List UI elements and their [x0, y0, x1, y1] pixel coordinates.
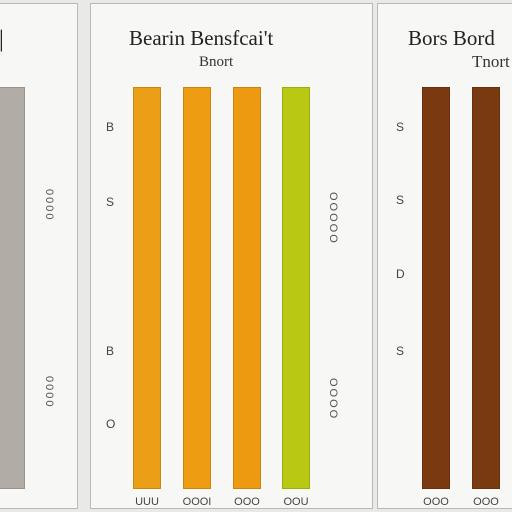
center-cats-label-2: OOO: [234, 496, 260, 508]
right-ticks-tick-3: S: [396, 344, 405, 358]
right-cats-label-1: OOO: [473, 496, 499, 508]
center-chart-title: Bearin Bensfcai't: [129, 26, 274, 50]
right-chart-title: Bors Bord: [408, 26, 495, 50]
center-bars-bar-3: [282, 87, 310, 489]
chart-panel-left: │ 0000 0000: [0, 3, 78, 509]
center-cats-label-1: OOOI: [182, 496, 212, 508]
right-ticks-tick-0: S: [396, 120, 405, 134]
right-ticks-tick-2: D: [396, 267, 405, 281]
center-side-label-lower: OOOO: [327, 378, 339, 421]
left-side-label-lower: 0000: [43, 376, 55, 409]
center-cats-label-0: UUU: [135, 496, 159, 508]
center-ticks-tick-3: O: [106, 417, 116, 431]
left-bars-bar-0: [0, 87, 25, 489]
center-ticks-tick-1: S: [106, 195, 115, 209]
center-bars-bar-2: [233, 87, 261, 489]
left-title-fragment: │: [0, 30, 8, 50]
center-ticks-tick-2: B: [106, 344, 115, 358]
center-ticks-tick-0: B: [106, 120, 115, 134]
right-bars-bar-0: [422, 87, 450, 489]
right-chart-subtitle: Tnort: [472, 52, 510, 71]
center-bars-bar-0: [133, 87, 161, 489]
center-bars-bar-1: [183, 87, 211, 489]
center-side-label-upper: OOOOO: [327, 192, 339, 245]
right-ticks-tick-1: S: [396, 193, 405, 207]
center-cats-label-3: OOU: [283, 496, 309, 508]
left-side-label-upper: 0000: [43, 189, 55, 222]
right-bars-bar-1: [472, 87, 500, 489]
chart-panel-right: Bors Bord Tnort S S D S OOO OOO: [377, 3, 512, 509]
right-cats-label-0: OOO: [423, 496, 449, 508]
center-chart-subtitle: Bnort: [199, 54, 234, 70]
